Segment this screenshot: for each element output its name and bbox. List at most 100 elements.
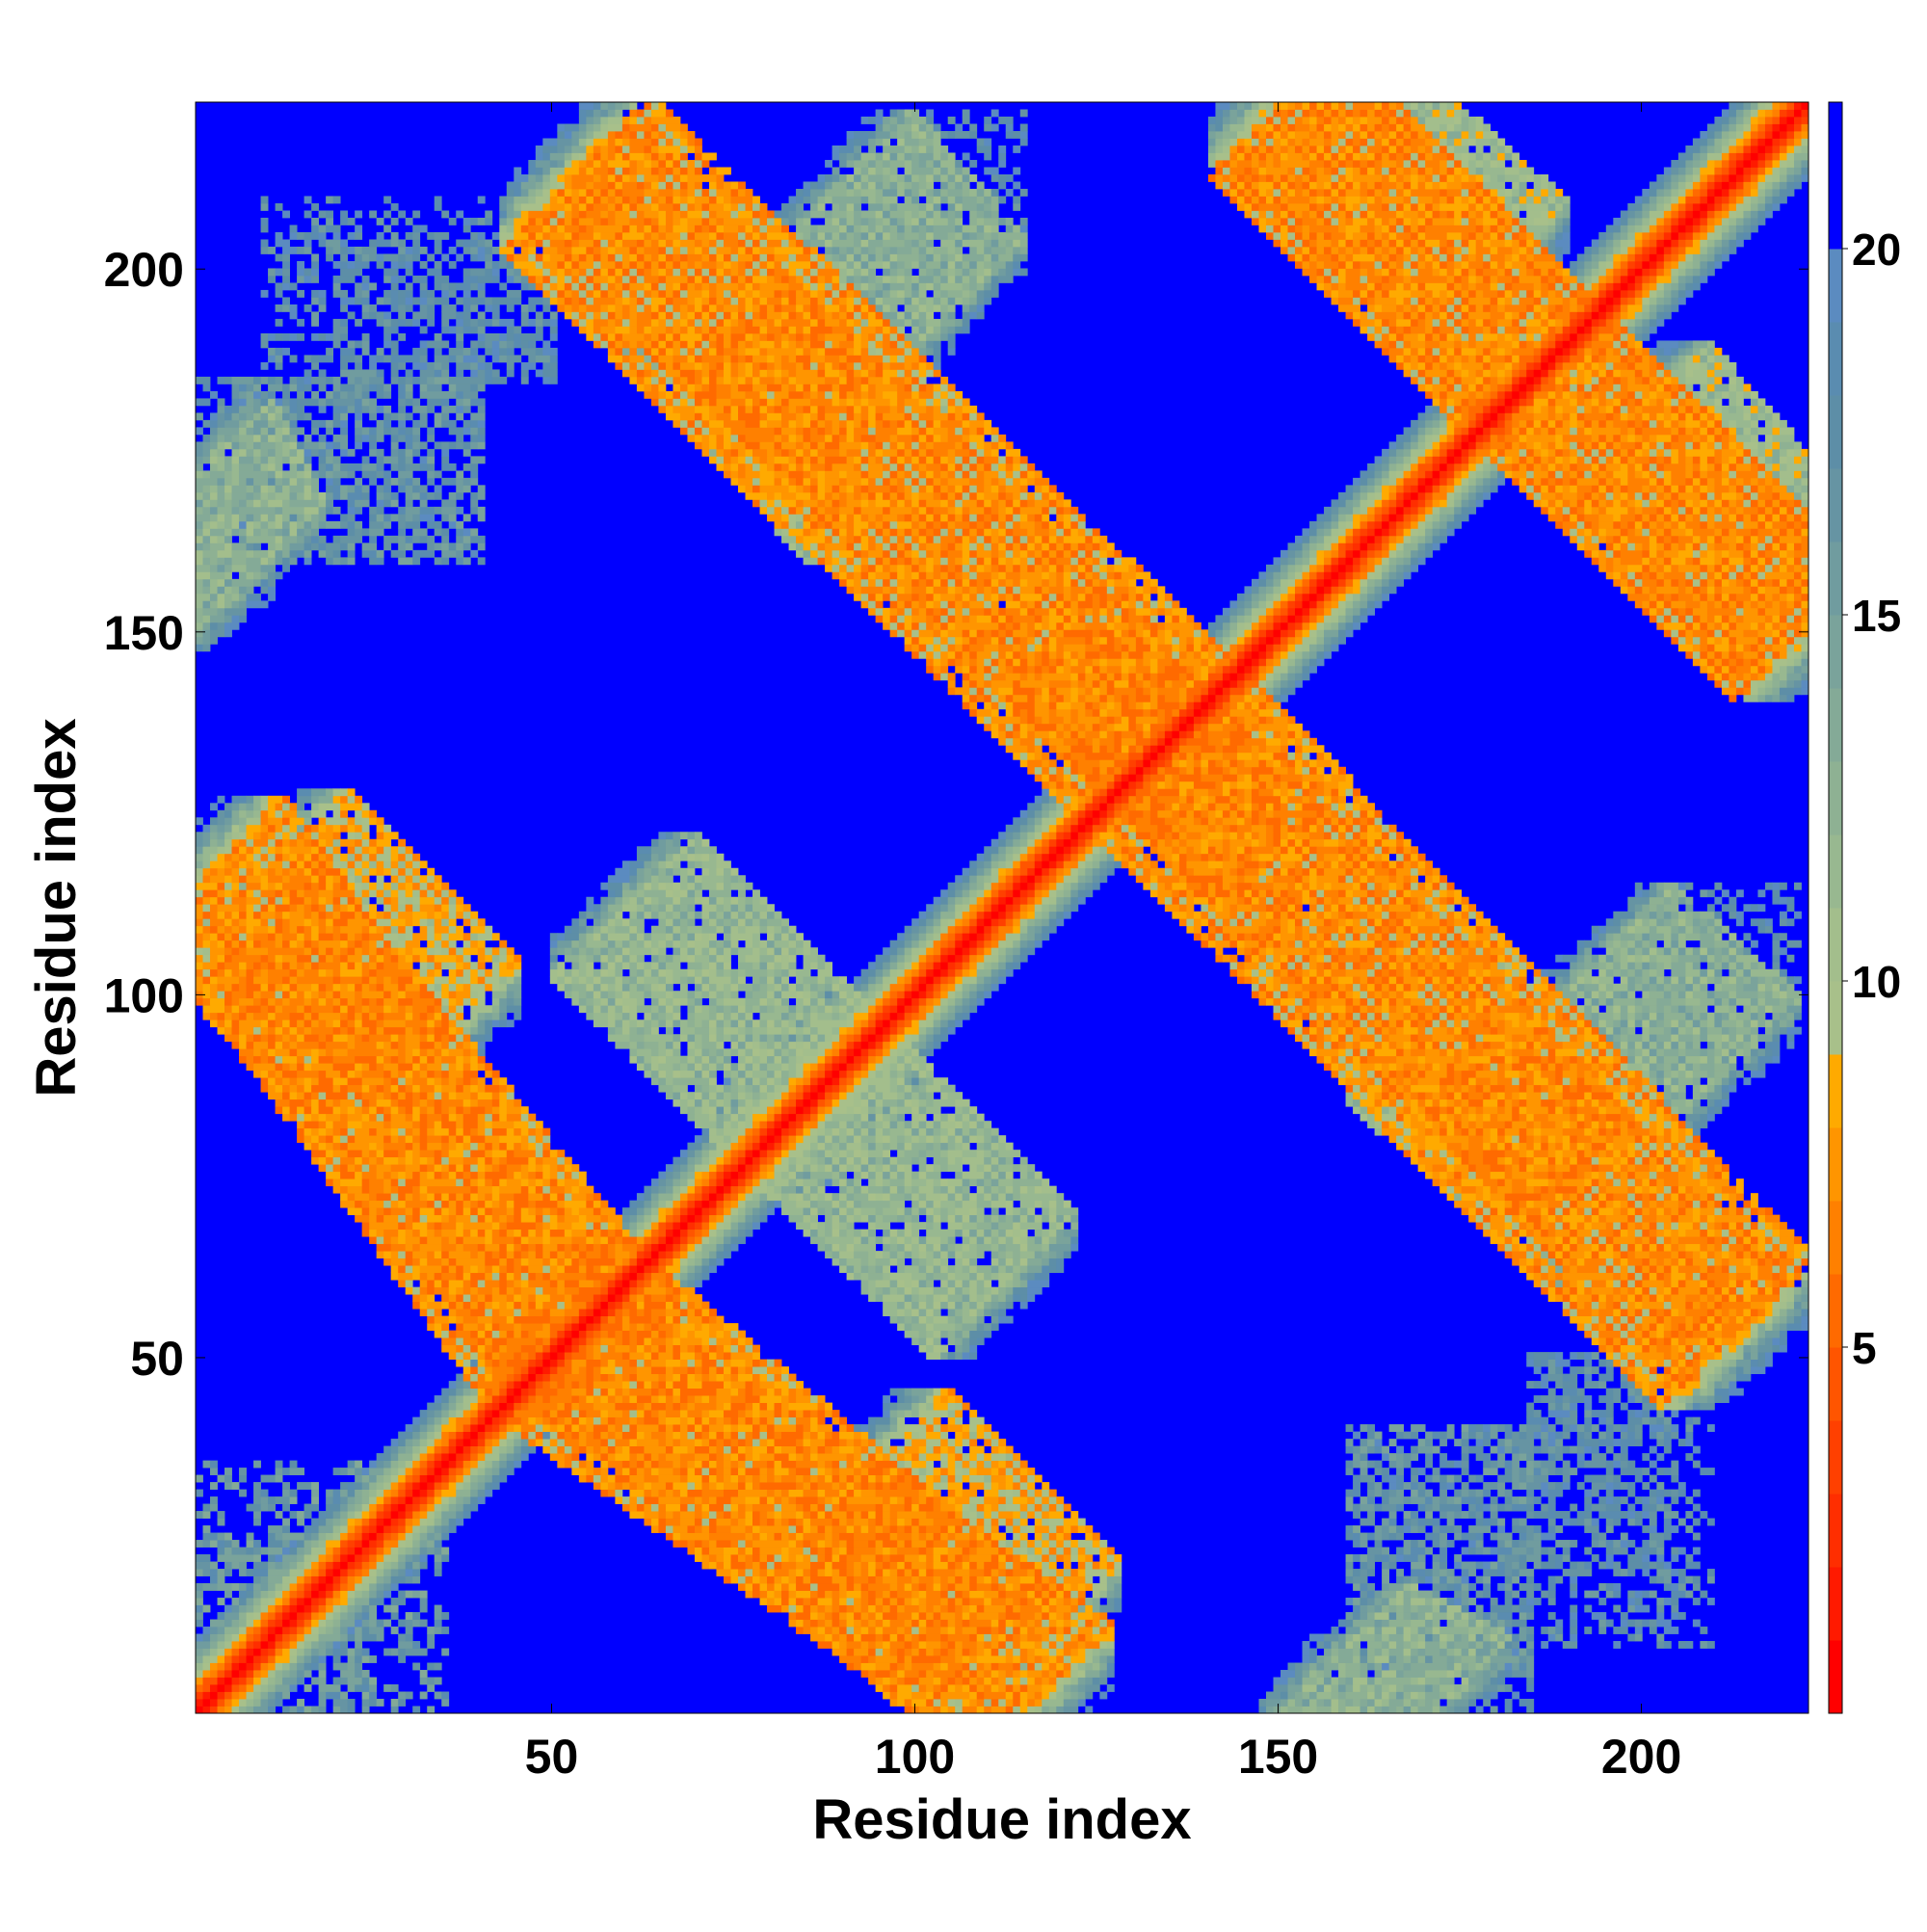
heatmap-cell: [1042, 1554, 1049, 1562]
heatmap-cell: [977, 1519, 985, 1526]
heatmap-cell: [456, 1453, 463, 1461]
heatmap-cell: [890, 1692, 898, 1700]
heatmap-cell: [1093, 1540, 1100, 1548]
heatmap-cell: [196, 1670, 203, 1678]
heatmap-cell: [1107, 1663, 1115, 1671]
heatmap-cell: [832, 1591, 840, 1599]
heatmap-cell: [304, 1641, 312, 1649]
heatmap-cell: [420, 1468, 428, 1475]
heatmap-cell: [673, 1511, 680, 1519]
heatmap-cell: [1020, 1655, 1028, 1663]
heatmap-cell: [1367, 1490, 1375, 1497]
heatmap-cell: [319, 1598, 327, 1605]
heatmap-cell: [919, 1504, 934, 1512]
heatmap-cell: [1404, 1453, 1412, 1461]
heatmap-cell: [789, 1612, 797, 1620]
heatmap-cell: [1685, 1511, 1693, 1519]
heatmap-cell: [752, 1569, 760, 1576]
heatmap-cell: [412, 1569, 420, 1576]
heatmap-cell: [738, 1468, 746, 1475]
heatmap-cell: [1439, 1634, 1447, 1642]
heatmap-cell: [1013, 1453, 1020, 1461]
heatmap-cell: [1064, 1583, 1071, 1591]
heatmap-cell: [1642, 1591, 1650, 1599]
heatmap-cell: [412, 1446, 420, 1454]
heatmap-cell: [1042, 1511, 1049, 1519]
heatmap-cell: [1078, 1649, 1086, 1656]
heatmap-cell: [1093, 1649, 1100, 1656]
heatmap-cell: [1685, 1562, 1700, 1570]
heatmap-cell: [839, 1548, 847, 1555]
heatmap-cell: [427, 1482, 435, 1490]
heatmap-cell: [362, 1612, 370, 1620]
heatmap-cell: [963, 1453, 970, 1461]
heatmap-cell: [449, 1482, 457, 1490]
heatmap-cell: [412, 1475, 420, 1483]
heatmap-cell: [435, 1496, 442, 1504]
heatmap-cell: [1027, 1670, 1042, 1678]
heatmap-cell: [1685, 1525, 1693, 1533]
heatmap-cell: [876, 1533, 890, 1541]
heatmap-cell: [412, 1496, 420, 1504]
heatmap-cell: [362, 1504, 370, 1512]
heatmap-cell: [355, 1598, 369, 1605]
heatmap-cell: [1006, 1684, 1014, 1692]
heatmap-cell: [905, 1461, 912, 1469]
heatmap-cell: [825, 1468, 832, 1475]
heatmap-cell: [890, 1591, 898, 1599]
heatmap-cell: [1598, 1511, 1621, 1519]
heatmap-cell: [738, 1504, 746, 1512]
heatmap-cell: [1447, 1670, 1455, 1678]
heatmap-cell: [781, 1533, 789, 1541]
heatmap-cell: [1505, 1620, 1513, 1628]
heatmap-cell: [261, 1598, 269, 1605]
heatmap-cell: [919, 1591, 927, 1599]
heatmap-cell: [629, 1496, 637, 1504]
heatmap-cell: [1389, 1620, 1412, 1628]
heatmap-cell: [1099, 1627, 1107, 1634]
heatmap-cell: [1671, 1468, 1678, 1475]
heatmap-cell: [861, 1634, 876, 1642]
heatmap-cell: [1418, 1699, 1426, 1707]
heatmap-cell: [1700, 1641, 1707, 1649]
heatmap-cell: [781, 1562, 796, 1570]
heatmap-cell: [1468, 1634, 1476, 1642]
heatmap-cell: [731, 1504, 739, 1512]
heatmap-cell: [1078, 1612, 1093, 1620]
heatmap-cell: [1497, 1663, 1505, 1671]
heatmap-cell: [847, 1461, 855, 1469]
heatmap-cell: [1027, 1634, 1042, 1642]
heatmap-cell: [1013, 1475, 1020, 1483]
heatmap-cell: [340, 1519, 348, 1526]
heatmap-cell: [253, 1598, 261, 1605]
heatmap-cell: [666, 1504, 680, 1512]
heatmap-cell: [1534, 1562, 1542, 1570]
heatmap-cell: [868, 1649, 876, 1656]
heatmap-cell: [571, 1453, 579, 1461]
heatmap-cell: [377, 1490, 384, 1497]
heatmap-cell: [839, 1655, 861, 1663]
heatmap-cell: [1035, 1548, 1043, 1555]
heatmap-cell: [1411, 1496, 1425, 1504]
heatmap-cell: [1396, 1482, 1404, 1490]
heatmap-cell: [883, 1548, 890, 1555]
heatmap-cell: [412, 1490, 420, 1497]
heatmap-cell: [868, 1678, 876, 1685]
heatmap-cell: [456, 1496, 463, 1504]
heatmap-cell: [1382, 1525, 1389, 1533]
heatmap-cell: [1049, 1598, 1057, 1605]
heatmap-cell: [1375, 1554, 1383, 1562]
heatmap-cell: [1099, 1576, 1107, 1584]
heatmap-cell: [1367, 1598, 1375, 1605]
heatmap-cell: [362, 1468, 370, 1475]
heatmap-cell: [398, 1461, 406, 1469]
heatmap-cell: [276, 1533, 283, 1541]
heatmap-cell: [1497, 1634, 1505, 1642]
heatmap-cell: [1064, 1576, 1086, 1584]
heatmap-cell: [1013, 1598, 1020, 1605]
heatmap-cell: [752, 1583, 760, 1591]
heatmap-cell: [810, 1634, 825, 1642]
heatmap-cell: [369, 1627, 383, 1634]
heatmap-cell: [1497, 1627, 1505, 1634]
heatmap-cell: [701, 1519, 709, 1526]
